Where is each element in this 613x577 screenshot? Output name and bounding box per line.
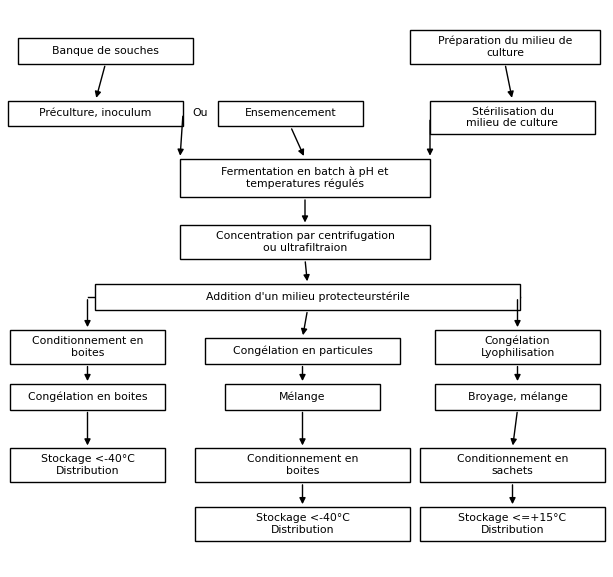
Bar (218, 100, 363, 126)
Bar (435, 384, 600, 410)
Bar (410, 30, 600, 63)
Text: Broyage, mélange: Broyage, mélange (468, 391, 568, 402)
Bar (18, 38, 193, 63)
Text: Conditionnement en
boites: Conditionnement en boites (32, 336, 143, 358)
Text: Stockage <=+15°C
Distribution: Stockage <=+15°C Distribution (459, 513, 566, 535)
Bar (420, 448, 605, 482)
Text: Stérilisation du
milieu de culture: Stérilisation du milieu de culture (466, 107, 558, 128)
Text: Concentration par centrifugation
ou ultrafiltraion: Concentration par centrifugation ou ultr… (216, 231, 394, 253)
Text: Congélation en particules: Congélation en particules (232, 346, 372, 356)
Bar (195, 507, 410, 541)
Bar (8, 100, 183, 126)
Text: Congélation
Lyophilisation: Congélation Lyophilisation (481, 336, 555, 358)
Text: Banque de souches: Banque de souches (52, 46, 159, 56)
Text: Préparation du milieu de
culture: Préparation du milieu de culture (438, 36, 572, 58)
Bar (225, 384, 380, 410)
Bar (195, 448, 410, 482)
Text: Addition d'un milieu protecteurstérile: Addition d'un milieu protecteurstérile (205, 292, 409, 302)
Bar (10, 330, 165, 364)
Bar (205, 338, 400, 364)
Bar (10, 384, 165, 410)
Text: Ou: Ou (192, 108, 208, 118)
Bar (95, 284, 520, 310)
Bar (430, 100, 595, 134)
Text: Conditionnement en
sachets: Conditionnement en sachets (457, 454, 568, 476)
Bar (10, 448, 165, 482)
Text: Stockage <-40°C
Distribution: Stockage <-40°C Distribution (40, 454, 134, 476)
Text: Conditionnement en
boites: Conditionnement en boites (247, 454, 358, 476)
Text: Préculture, inoculum: Préculture, inoculum (39, 108, 151, 118)
Bar (180, 226, 430, 259)
Text: Ensemencement: Ensemencement (245, 108, 337, 118)
Text: Fermentation en batch à pH et
temperatures régulés: Fermentation en batch à pH et temperatur… (221, 167, 389, 189)
Bar (180, 159, 430, 197)
Bar (435, 330, 600, 364)
Text: Stockage <-40°C
Distribution: Stockage <-40°C Distribution (256, 513, 349, 535)
Bar (420, 507, 605, 541)
Text: Mélange: Mélange (280, 391, 326, 402)
Text: Congélation en boites: Congélation en boites (28, 391, 147, 402)
